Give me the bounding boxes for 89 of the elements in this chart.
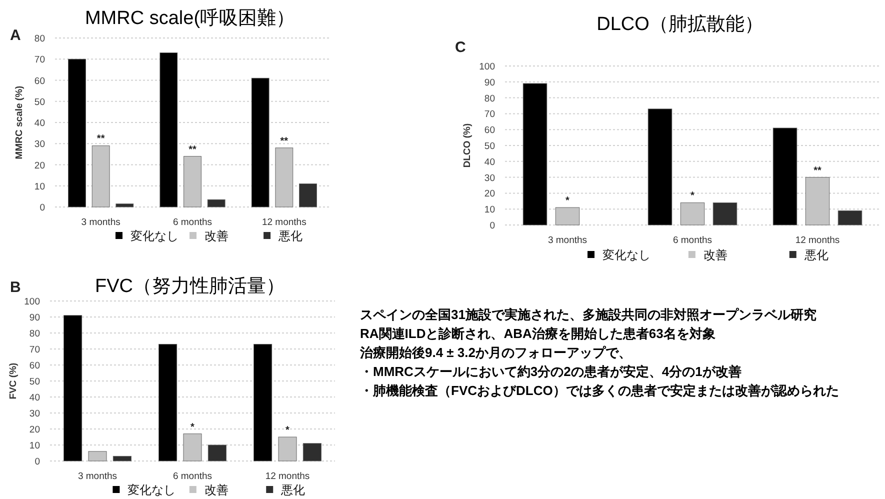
text: スペインの全国31施設で実施された、多施設共同の非対照オープンラベル研究	[360, 307, 816, 322]
y-tick-label: 20	[484, 188, 495, 200]
y-tick-label: 100	[24, 296, 40, 308]
bar	[116, 204, 134, 208]
y-tick-label: 10	[29, 440, 40, 452]
y-tick-label: 10	[34, 181, 45, 192]
text: RA関連ILDと診断され、ABA治療を開始した患者63名を対象	[360, 326, 716, 341]
legend-label: 変化なし	[602, 248, 650, 262]
bar	[68, 58, 86, 208]
legend-label: 改善	[204, 229, 229, 243]
bar	[772, 128, 798, 226]
x-tick-label: 6 months	[672, 235, 712, 246]
bar	[275, 148, 294, 208]
y-tick-label: 50	[484, 141, 495, 152]
y-axis-title: MMRC scale (%)	[14, 86, 25, 160]
y-tick-label: 0	[490, 220, 495, 232]
annotation: *	[566, 196, 570, 207]
y-tick-label: 20	[34, 160, 45, 172]
bar	[299, 184, 317, 208]
y-tick-label: 60	[484, 125, 495, 136]
annotation: **	[96, 134, 105, 145]
text: B	[10, 279, 21, 296]
y-tick-label: 40	[484, 156, 495, 168]
bar	[838, 210, 862, 226]
bar	[302, 443, 322, 462]
bar	[207, 199, 226, 208]
x-tick-label: 3 months	[548, 235, 588, 246]
legend-label: 改善	[703, 248, 728, 262]
y-tick-label: 0	[40, 202, 45, 214]
text: ・肺機能検査（FVCおよびDLCO）では多くの患者で安定または改善が認められた	[360, 383, 839, 398]
y-tick-label: 0	[34, 456, 40, 468]
bar	[112, 456, 132, 462]
y-tick-label: 30	[29, 408, 40, 420]
y-tick-label: 70	[29, 344, 40, 356]
annotation: *	[690, 190, 695, 202]
y-tick-label: 50	[34, 96, 45, 108]
chart-title: FVC（努力性肺活量）	[95, 276, 285, 297]
x-tick-label: 12 months	[795, 235, 840, 246]
y-axis-title: DLCO (%)	[462, 123, 473, 168]
y-tick-label: 30	[34, 139, 45, 150]
y-tick-label: 80	[29, 328, 40, 340]
y-tick-label: 10	[484, 204, 495, 216]
legend-label: 悪化	[280, 483, 306, 497]
y-tick-label: 90	[29, 312, 40, 324]
legend-label: 悪化	[278, 229, 303, 243]
text: 治療開始後9.4 ± 3.2か月のフォローアップで、	[359, 345, 632, 360]
x-tick-label: 12 months	[265, 471, 310, 482]
text: A	[10, 27, 21, 44]
text: C	[455, 39, 466, 56]
y-tick-label: 40	[29, 392, 40, 404]
y-tick-label: 60	[34, 76, 45, 87]
legend-label: 悪化	[803, 248, 828, 262]
x-tick-label: 12 months	[262, 217, 307, 228]
annotation: **	[188, 144, 196, 156]
bar	[158, 344, 178, 462]
x-tick-label: 6 months	[172, 471, 212, 482]
bar	[254, 344, 272, 462]
y-tick-label: 100	[479, 62, 495, 72]
x-tick-label: 3 months	[78, 471, 118, 482]
y-tick-label: 20	[29, 424, 40, 436]
bar	[648, 108, 672, 226]
y-tick-label: 80	[34, 34, 45, 44]
text: ・MMRCスケールにおいて約3分の2の患者が安定、4分の1が改善	[360, 364, 742, 379]
chart-title: MMRC scale(呼吸困難）	[84, 8, 296, 29]
y-tick-label: 40	[34, 118, 45, 129]
y-axis-title: FVC (%)	[8, 362, 19, 400]
y-tick-label: 70	[484, 109, 495, 120]
y-tick-label: 70	[34, 54, 45, 66]
annotation: **	[280, 136, 288, 147]
annotation: *	[286, 425, 290, 436]
legend-label: 変化なし	[130, 229, 178, 243]
legend-label: 変化なし	[128, 483, 176, 497]
y-tick-label: 50	[29, 376, 40, 388]
bar	[208, 444, 226, 462]
annotation: **	[814, 165, 822, 176]
annotation: *	[190, 422, 195, 433]
legend-label: 改善	[204, 483, 228, 497]
bar	[251, 78, 270, 208]
bar	[712, 202, 738, 226]
y-tick-label: 80	[484, 93, 495, 104]
bar	[64, 315, 82, 462]
bar	[160, 52, 178, 208]
bar	[522, 83, 548, 226]
y-tick-label: 90	[484, 77, 495, 88]
x-tick-label: 3 months	[81, 217, 121, 228]
y-tick-label: 30	[484, 172, 495, 184]
x-tick-label: 6 months	[172, 217, 212, 228]
chart-title: DLCO（肺拡散能）	[596, 14, 764, 35]
y-tick-label: 60	[29, 360, 40, 372]
